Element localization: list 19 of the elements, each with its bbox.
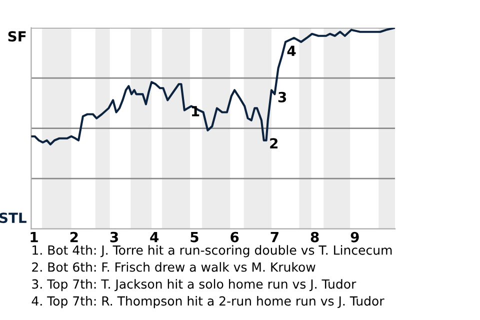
text: 3. Top 7th: T. Jackson hit a solo home run vs J. Tudor bbox=[32, 279, 356, 292]
annotation: 1 bbox=[192, 106, 200, 116]
x-tick-label: 8 bbox=[310, 232, 319, 242]
annotation: 2 bbox=[270, 138, 278, 148]
annotation: 3 bbox=[278, 92, 286, 102]
x-tick-label: 7 bbox=[270, 232, 278, 242]
annotation: 4 bbox=[287, 46, 296, 56]
text: SF bbox=[8, 31, 26, 42]
text: 4. Top 7th: R. Thompson hit a 2-run home run vs J. Tudor bbox=[32, 296, 384, 308]
text: 2. Bot 6th: F. Frisch drew a walk vs M. Krukow bbox=[32, 262, 316, 272]
text: STL bbox=[0, 212, 26, 224]
x-tick-label: 1 bbox=[30, 232, 38, 242]
text: 1. Bot 4th: J. Torre hit a run-scoring double vs T. Lincecum bbox=[32, 245, 392, 258]
x-tick-label: 9 bbox=[350, 232, 359, 242]
x-tick-label: 3 bbox=[110, 232, 118, 242]
x-tick-label: 2 bbox=[70, 232, 78, 242]
x-tick-label: 6 bbox=[230, 232, 239, 242]
x-tick-label: 5 bbox=[190, 232, 198, 242]
x-tick-label: 4 bbox=[150, 232, 159, 242]
